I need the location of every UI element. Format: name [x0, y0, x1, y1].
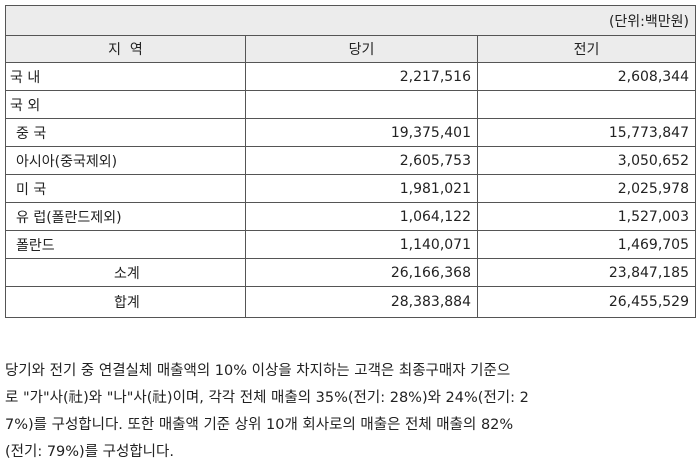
table-row: 국 내 2,217,516 2,608,344	[5, 62, 696, 91]
region: 합계	[5, 286, 246, 318]
table-row: 폴란드 1,140,071 1,469,705	[5, 230, 696, 259]
table-row: 합계 28,383,884 26,455,529	[5, 286, 696, 318]
current-value: 1,140,071	[245, 230, 478, 259]
unit-row: (단위:백만원)	[5, 5, 696, 36]
header-cell: 지 역	[5, 35, 246, 63]
table-row: 유 럽(폴란드제외) 1,064,122 1,527,003	[5, 202, 696, 231]
region: 폴란드	[5, 230, 246, 259]
table-row: 중 국 19,375,401 15,773,847	[5, 118, 696, 147]
current-value: 1,981,021	[245, 174, 478, 203]
prior-value: 26,455,529	[477, 286, 696, 318]
sales-table: (단위:백만원) 지 역 당기 전기 국 내 2,217,516 2,608,344…	[5, 5, 696, 318]
table-row: 아시아(중국제외) 2,605,753 3,050,652	[5, 146, 696, 175]
prior-value: 2,608,344	[477, 62, 696, 91]
current-value: 19,375,401	[245, 118, 478, 147]
region: 유 럽(폴란드제외)	[5, 202, 246, 231]
note: 당기와 전기 중 연결실체 매출액의 10% 이상을 차지하는 고객은 최종구매…	[5, 358, 695, 466]
header-row: 지 역 당기 전기	[5, 35, 696, 63]
table-row: 국 외	[5, 90, 696, 119]
region: 국 내	[5, 62, 246, 91]
note-line: (전기: 79%)를 구성합니다.	[5, 444, 174, 460]
region: 미 국	[5, 174, 246, 203]
prior-value: 2,025,978	[477, 174, 696, 203]
note-line: 로 "가"사(社)와 "나"사(社)이며, 각각 전체 매출의 35%(전기: …	[5, 390, 529, 406]
unit: (단위:백만원)	[5, 5, 696, 36]
current-value: 2,217,516	[245, 62, 478, 91]
current-value: 28,383,884	[245, 286, 478, 318]
region: 중 국	[5, 118, 246, 147]
prior-value: 3,050,652	[477, 146, 696, 175]
prior-value	[477, 90, 696, 119]
current-value: 26,166,368	[245, 258, 478, 287]
prior-value: 23,847,185	[477, 258, 696, 287]
table-row: 미 국 1,981,021 2,025,978	[5, 174, 696, 203]
prior-value: 15,773,847	[477, 118, 696, 147]
region: 소계	[5, 258, 246, 287]
prior-value: 1,527,003	[477, 202, 696, 231]
note-line: 7%)를 구성합니다. 또한 매출액 기준 상위 10개 회사로의 매출은 전체…	[5, 417, 514, 433]
prior-value: 1,469,705	[477, 230, 696, 259]
current-value	[245, 90, 478, 119]
note-line: 당기와 전기 중 연결실체 매출액의 10% 이상을 차지하는 고객은 최종구매…	[5, 363, 511, 379]
current-value: 2,605,753	[245, 146, 478, 175]
region: 국 외	[5, 90, 246, 119]
region: 아시아(중국제외)	[5, 146, 246, 175]
header-cell: 전기	[477, 35, 696, 63]
header-cell: 당기	[245, 35, 478, 63]
current-value: 1,064,122	[245, 202, 478, 231]
table-row: 소계 26,166,368 23,847,185	[5, 258, 696, 287]
